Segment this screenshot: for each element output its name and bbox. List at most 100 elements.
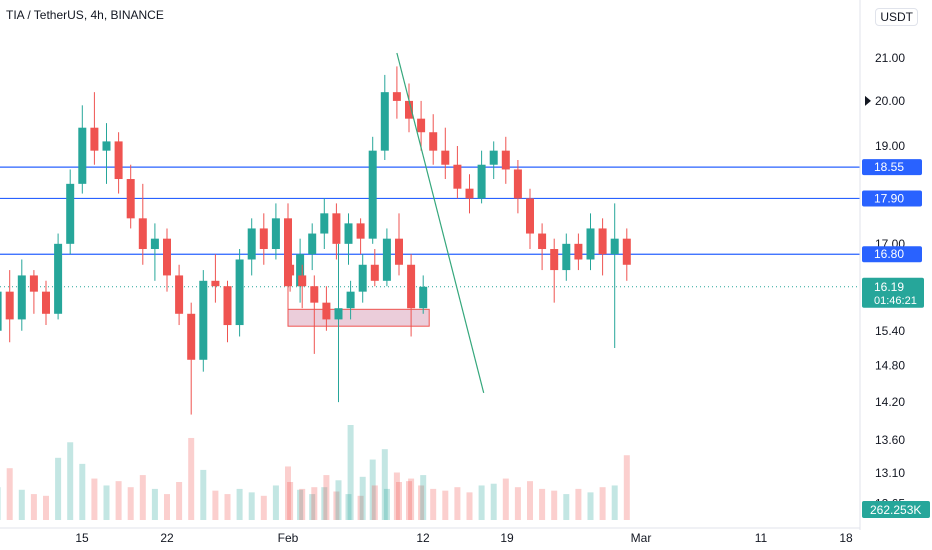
candle-body[interactable]: [163, 238, 171, 276]
candle-body[interactable]: [358, 264, 367, 292]
candle-body[interactable]: [622, 238, 631, 265]
candle-body[interactable]: [368, 150, 377, 239]
candle-body[interactable]: [175, 275, 184, 314]
candle-body[interactable]: [610, 238, 619, 255]
candle-body[interactable]: [382, 238, 391, 281]
candle-body[interactable]: [223, 286, 232, 326]
candle-body[interactable]: [78, 127, 87, 184]
currency-button[interactable]: USDT: [875, 8, 918, 26]
price-tick-label: 13.60: [875, 433, 905, 447]
candle-body[interactable]: [5, 291, 14, 320]
candle-body[interactable]: [17, 275, 26, 320]
volume-bar: [466, 492, 473, 520]
candle-body[interactable]: [0, 291, 2, 331]
volume-bar: [333, 491, 340, 520]
candle-body[interactable]: [489, 150, 498, 165]
candle-body[interactable]: [284, 218, 292, 287]
candle-body[interactable]: [66, 183, 75, 244]
volume-bar: [454, 487, 461, 520]
candle-body[interactable]: [380, 92, 389, 151]
volume-bar: [200, 469, 207, 520]
volume-bar: [347, 425, 354, 520]
candle-body[interactable]: [29, 275, 38, 292]
candle-body[interactable]: [320, 213, 329, 234]
support-zone[interactable]: [287, 308, 430, 327]
candle-body[interactable]: [417, 118, 426, 133]
volume-bar: [539, 488, 546, 520]
candle-body[interactable]: [271, 218, 280, 250]
volume-bar: [335, 480, 342, 520]
current-price-countdown: 01:46:21: [874, 295, 917, 307]
volume-bar: [321, 487, 328, 520]
candle-body[interactable]: [126, 179, 135, 219]
volume-bar: [127, 487, 134, 520]
candle-body[interactable]: [429, 132, 438, 151]
candle-body[interactable]: [526, 198, 534, 234]
candle-body[interactable]: [562, 243, 571, 271]
price-tick-label: 14.80: [875, 359, 905, 373]
candle-body[interactable]: [395, 238, 403, 265]
price-tick-label: 21.00: [875, 51, 905, 65]
volume-bar: [371, 485, 378, 520]
volume-bar: [309, 494, 316, 520]
candle-body[interactable]: [513, 169, 522, 199]
price-tick-label: 20.00: [875, 94, 905, 108]
candle-body[interactable]: [308, 233, 317, 255]
level-price-tag-label: 18.55: [874, 160, 904, 174]
candle-body[interactable]: [259, 228, 268, 250]
time-tick-label: 19: [500, 531, 514, 545]
trendline[interactable]: [396, 52, 485, 394]
price-axis[interactable]: [860, 0, 932, 550]
candle-body[interactable]: [344, 223, 353, 244]
volume-bar: [67, 442, 74, 520]
candle-body[interactable]: [346, 291, 355, 309]
candle-body[interactable]: [322, 302, 331, 320]
candle-body[interactable]: [538, 233, 547, 250]
time-tick-label: Feb: [278, 531, 299, 545]
volume-bar: [478, 485, 485, 520]
candle-body[interactable]: [42, 291, 50, 314]
candle-body[interactable]: [90, 127, 99, 151]
candle-body[interactable]: [465, 188, 474, 199]
candle-body[interactable]: [296, 254, 305, 287]
volume-bar: [381, 449, 388, 520]
volume-bar: [151, 488, 158, 520]
volume-bar: [139, 475, 146, 520]
candle-body[interactable]: [501, 150, 510, 170]
candle-body[interactable]: [392, 92, 401, 101]
candle-body[interactable]: [102, 141, 111, 151]
candle-body[interactable]: [199, 280, 208, 360]
candle-body[interactable]: [298, 275, 307, 287]
candle-body[interactable]: [114, 141, 123, 180]
candle-body[interactable]: [407, 264, 416, 309]
level-price-tag-label: 17.90: [874, 191, 904, 205]
candle-body[interactable]: [356, 223, 365, 239]
candle-body[interactable]: [138, 218, 147, 250]
volume-bar: [396, 482, 402, 520]
candle-body[interactable]: [332, 213, 341, 244]
volume-bar: [623, 455, 630, 520]
candle-body[interactable]: [441, 150, 450, 165]
candle-body[interactable]: [586, 228, 595, 260]
candle-body[interactable]: [187, 313, 196, 360]
candle-body[interactable]: [574, 243, 583, 260]
volume-bar: [176, 482, 183, 520]
candle-body[interactable]: [405, 100, 413, 119]
candle-body[interactable]: [550, 249, 559, 271]
candle-body[interactable]: [235, 259, 244, 326]
candle-body[interactable]: [150, 238, 159, 250]
candle-body[interactable]: [453, 164, 462, 189]
candle-body[interactable]: [247, 228, 256, 260]
candle-body[interactable]: [419, 286, 428, 309]
volume-bar: [272, 485, 279, 520]
candle-body[interactable]: [598, 228, 607, 255]
volume-bar: [611, 485, 618, 520]
candle-body[interactable]: [286, 264, 295, 276]
candle-body[interactable]: [54, 243, 63, 314]
candle-body[interactable]: [370, 264, 379, 281]
candle-body[interactable]: [477, 164, 486, 199]
candle-body[interactable]: [334, 308, 343, 320]
candle-body[interactable]: [310, 286, 319, 303]
candle-body[interactable]: [211, 280, 220, 287]
